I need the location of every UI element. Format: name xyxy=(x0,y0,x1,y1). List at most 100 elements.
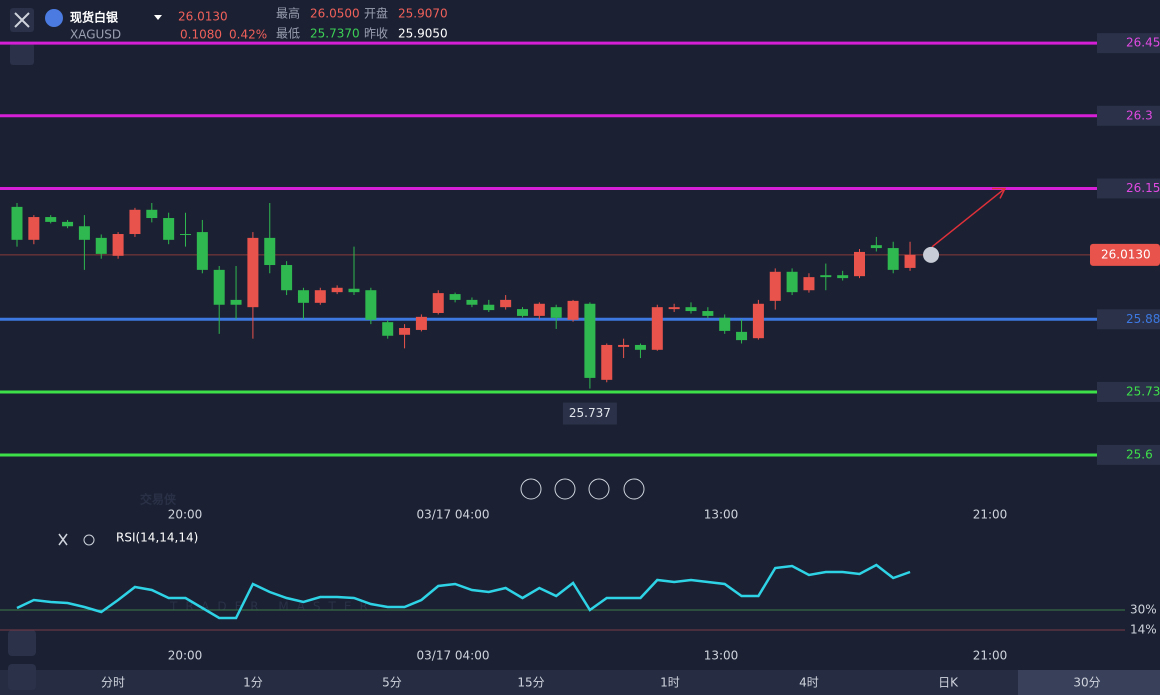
candle-body xyxy=(331,287,343,293)
trend-arrow xyxy=(931,187,1007,248)
candle-body xyxy=(62,221,74,227)
price-change: 0.1080 xyxy=(180,28,222,42)
candle-body xyxy=(904,254,916,268)
time-label: 03/17 04:00 xyxy=(417,649,490,663)
rsi-settings[interactable] xyxy=(83,534,95,546)
current-price-label: 26.0130 xyxy=(1101,247,1151,261)
candle-body xyxy=(533,303,545,316)
candle-body xyxy=(685,307,697,312)
candle-body xyxy=(719,317,731,331)
candle-body xyxy=(769,271,781,301)
timeframe-tab[interactable]: 日K xyxy=(938,676,959,690)
symbol-name[interactable]: 现货白银 xyxy=(70,10,119,25)
timeframe-tab[interactable]: 15分 xyxy=(517,676,544,690)
level-tag xyxy=(1097,444,1160,465)
time-label: 21:00 xyxy=(973,508,1008,522)
candle-body xyxy=(163,218,175,240)
candle-body xyxy=(146,209,158,219)
price-change-pct: 0.42% xyxy=(229,28,267,42)
candle-body xyxy=(247,237,259,308)
level-tag xyxy=(1097,105,1160,126)
candle-body xyxy=(466,299,478,305)
rsi-title: RSI(14,14,14) xyxy=(116,531,198,545)
level-tag xyxy=(1097,33,1160,54)
candle-body xyxy=(500,299,512,308)
timeframe-tab[interactable]: 4时 xyxy=(799,676,819,690)
stat-value: 25.9070 xyxy=(398,7,448,21)
level-tag xyxy=(1097,309,1160,330)
level-label: 25.73 xyxy=(1126,384,1160,398)
time-label: 20:00 xyxy=(168,649,203,663)
candle-body xyxy=(11,206,23,240)
low-tag xyxy=(562,402,617,425)
timeframe-tab[interactable]: 1时 xyxy=(660,676,680,690)
level-tag xyxy=(1097,178,1160,199)
level-label: 26.45 xyxy=(1126,36,1160,50)
timeframe-tab[interactable]: 30分 xyxy=(1073,676,1100,690)
candle-body xyxy=(230,299,242,305)
candle-body xyxy=(45,217,57,222)
timeframe-tab[interactable]: 1分 xyxy=(243,676,263,690)
info-icon[interactable] xyxy=(923,246,940,263)
candle-body xyxy=(28,217,40,240)
stat-label: 开盘 xyxy=(364,6,388,21)
last-price: 26.0130 xyxy=(178,10,228,24)
indicator-tool[interactable] xyxy=(8,664,36,690)
tab-bar xyxy=(0,670,1160,695)
candle-body xyxy=(736,331,748,341)
candle-body xyxy=(820,275,832,278)
candle-body xyxy=(382,322,394,336)
time-label: 20:00 xyxy=(168,508,203,522)
candle-body xyxy=(618,344,630,347)
candle-body xyxy=(196,232,208,270)
stat-label: 最低 xyxy=(276,27,300,41)
candle-body xyxy=(752,303,764,339)
close-icon xyxy=(14,12,30,28)
candle-body xyxy=(651,307,663,350)
time-label: 21:00 xyxy=(973,649,1008,663)
candle-body xyxy=(365,290,377,320)
low-label: 25.737 xyxy=(569,406,611,420)
candle-body xyxy=(415,316,427,330)
candle-body xyxy=(281,265,293,291)
zoom-in[interactable] xyxy=(623,478,645,500)
current-price-tag xyxy=(1090,243,1160,266)
stat-value: 25.9050 xyxy=(398,27,448,41)
timeframe-tab[interactable]: 分时 xyxy=(101,676,125,690)
level-label: 25.88 xyxy=(1126,312,1160,326)
candle-body xyxy=(78,226,90,240)
timeframe-tab[interactable]: 5分 xyxy=(382,676,402,690)
step-forward[interactable] xyxy=(588,478,610,500)
candle-body xyxy=(264,237,276,266)
collapse-button[interactable] xyxy=(10,43,34,65)
rsi-line xyxy=(16,563,911,620)
rsi-tick-label: 14% xyxy=(1130,623,1157,637)
step-back[interactable] xyxy=(554,478,576,500)
dropdown-icon xyxy=(154,15,162,20)
rsi-tick-label: 30% xyxy=(1130,603,1157,617)
candle-body xyxy=(887,248,899,270)
candle-body xyxy=(601,344,613,380)
candle-body xyxy=(786,271,798,293)
level-label: 26.15 xyxy=(1126,181,1160,195)
draw-tool[interactable] xyxy=(8,630,36,656)
rsi-close[interactable] xyxy=(58,533,68,546)
zoom-out[interactable] xyxy=(520,478,542,500)
candle-body xyxy=(702,311,714,316)
candle-body xyxy=(399,328,411,335)
time-label: 13:00 xyxy=(704,508,739,522)
stat-value: 26.0500 xyxy=(310,7,360,21)
candle-body xyxy=(517,309,528,316)
time-label: 03/17 04:00 xyxy=(417,508,490,522)
symbol-code: XAGUSD xyxy=(70,28,121,42)
candle-body xyxy=(483,304,495,311)
candle-body xyxy=(112,234,124,256)
level-label: 26.3 xyxy=(1126,108,1153,122)
candle-body xyxy=(314,290,326,303)
candle-body xyxy=(180,234,191,236)
candle-body xyxy=(634,344,646,350)
stat-label: 最高 xyxy=(276,6,300,21)
candle-body xyxy=(567,300,579,320)
candle-body xyxy=(550,307,562,318)
